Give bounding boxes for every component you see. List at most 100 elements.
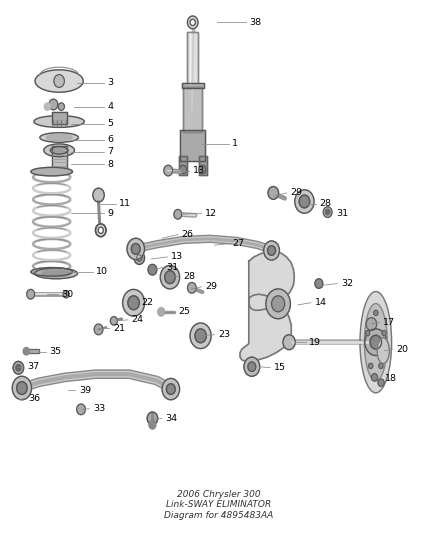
- Text: 12: 12: [205, 209, 217, 217]
- Circle shape: [180, 165, 187, 174]
- Ellipse shape: [360, 292, 392, 393]
- Bar: [187, 32, 198, 85]
- Circle shape: [98, 227, 103, 233]
- Circle shape: [195, 329, 206, 343]
- Circle shape: [266, 289, 290, 319]
- Circle shape: [17, 382, 27, 394]
- Ellipse shape: [42, 270, 70, 277]
- Text: 23: 23: [218, 330, 230, 339]
- Bar: [179, 156, 187, 175]
- Bar: [182, 83, 204, 88]
- Circle shape: [162, 378, 180, 400]
- Bar: [199, 156, 207, 175]
- Bar: [183, 87, 202, 132]
- Text: 31: 31: [336, 209, 349, 217]
- Circle shape: [187, 16, 198, 29]
- Text: 9: 9: [107, 209, 113, 217]
- Circle shape: [160, 265, 180, 289]
- Text: 15: 15: [274, 364, 286, 372]
- Circle shape: [23, 348, 29, 355]
- Circle shape: [13, 361, 24, 374]
- Bar: [187, 32, 198, 85]
- Ellipse shape: [35, 268, 78, 279]
- Bar: [52, 112, 67, 124]
- Text: 30: 30: [61, 290, 74, 298]
- Bar: [182, 83, 204, 88]
- Text: 8: 8: [107, 160, 113, 168]
- Circle shape: [164, 165, 173, 176]
- Ellipse shape: [364, 304, 387, 381]
- Ellipse shape: [40, 133, 78, 142]
- Bar: [179, 156, 187, 175]
- Polygon shape: [240, 252, 294, 361]
- Circle shape: [371, 374, 378, 381]
- Circle shape: [378, 379, 384, 386]
- Text: 6: 6: [107, 135, 113, 144]
- Text: 10: 10: [96, 268, 108, 276]
- Circle shape: [199, 165, 206, 174]
- Circle shape: [63, 290, 69, 298]
- Circle shape: [190, 19, 195, 26]
- Circle shape: [134, 252, 145, 264]
- Circle shape: [365, 330, 370, 336]
- Circle shape: [166, 384, 175, 394]
- Text: 37: 37: [27, 362, 39, 371]
- Circle shape: [165, 271, 175, 284]
- Circle shape: [95, 224, 106, 237]
- Circle shape: [94, 324, 103, 335]
- Circle shape: [12, 376, 32, 400]
- Text: 24: 24: [131, 316, 143, 324]
- Ellipse shape: [44, 144, 74, 157]
- Circle shape: [366, 318, 377, 330]
- Ellipse shape: [377, 338, 389, 364]
- Circle shape: [283, 335, 295, 350]
- Bar: [183, 87, 202, 132]
- Text: 11: 11: [119, 199, 131, 208]
- Ellipse shape: [34, 116, 84, 127]
- Text: 3: 3: [107, 78, 113, 87]
- Text: 17: 17: [383, 318, 395, 327]
- Circle shape: [110, 317, 117, 325]
- Text: 28: 28: [183, 272, 195, 280]
- Text: 2006 Chrysler 300
Link-SWAY ELIMINATOR
Diagram for 4895483AA: 2006 Chrysler 300 Link-SWAY ELIMINATOR D…: [164, 490, 274, 520]
- Bar: [183, 87, 202, 132]
- Text: 18: 18: [385, 374, 396, 383]
- Text: 22: 22: [141, 298, 153, 307]
- Circle shape: [123, 289, 145, 316]
- Text: 38: 38: [250, 18, 262, 27]
- Circle shape: [382, 330, 386, 336]
- Text: 39: 39: [79, 386, 91, 394]
- Bar: [52, 112, 67, 124]
- Circle shape: [137, 255, 142, 261]
- Bar: [52, 146, 67, 168]
- Text: 5: 5: [107, 119, 113, 128]
- Text: 34: 34: [166, 414, 178, 423]
- Circle shape: [131, 244, 140, 254]
- Circle shape: [148, 264, 157, 275]
- Text: 7: 7: [107, 148, 113, 156]
- Text: 35: 35: [49, 348, 61, 356]
- Circle shape: [128, 296, 139, 310]
- Bar: [180, 130, 205, 161]
- Circle shape: [187, 282, 196, 293]
- Bar: [180, 130, 205, 161]
- Bar: [199, 156, 207, 175]
- Text: 21: 21: [113, 324, 125, 333]
- Text: 27: 27: [232, 239, 244, 248]
- Circle shape: [77, 404, 85, 415]
- Text: 29: 29: [205, 282, 217, 291]
- Text: 14: 14: [314, 298, 326, 307]
- Circle shape: [248, 362, 256, 372]
- Circle shape: [268, 187, 279, 199]
- Ellipse shape: [46, 134, 72, 141]
- Circle shape: [365, 329, 387, 356]
- Ellipse shape: [35, 70, 83, 92]
- Circle shape: [16, 365, 21, 371]
- Ellipse shape: [50, 147, 68, 154]
- Text: 13: 13: [171, 253, 183, 261]
- Text: 28: 28: [320, 199, 332, 208]
- Text: 1: 1: [232, 140, 238, 148]
- Circle shape: [264, 241, 279, 260]
- Text: 31: 31: [166, 263, 179, 272]
- Circle shape: [27, 289, 35, 299]
